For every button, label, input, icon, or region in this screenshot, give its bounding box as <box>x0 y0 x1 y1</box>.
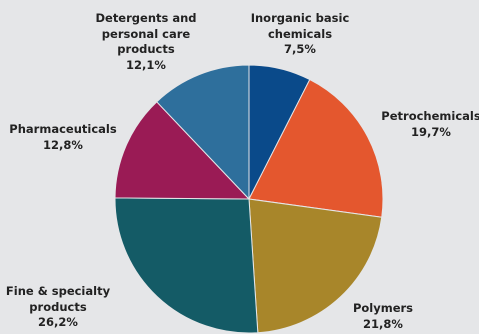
pie-slice-petrochemicals <box>248 78 384 218</box>
slice-label-fine-specialty-products: Fine & specialty products 26,2% <box>5 284 111 329</box>
slice-label-petrochemicals: Petrochemicals 19,7% <box>381 109 479 139</box>
pie-slices <box>114 64 384 334</box>
pie-slice-pharmaceuticals <box>114 101 251 200</box>
pie-slice-fine-specialty-products <box>114 197 259 334</box>
pie-slice-polymers <box>248 198 383 334</box>
slice-label-detergents-personal-care: Detergents and personal care products 12… <box>95 11 197 72</box>
slice-label-pharmaceuticals: Pharmaceuticals 12,8% <box>9 122 117 152</box>
slice-label-polymers: Polymers 21,8% <box>352 301 414 331</box>
pie-slice-detergents-and-personal-care-products <box>156 64 250 201</box>
slice-label-inorganic-basic-chemicals: Inorganic basic chemicals 7,5% <box>250 11 350 56</box>
